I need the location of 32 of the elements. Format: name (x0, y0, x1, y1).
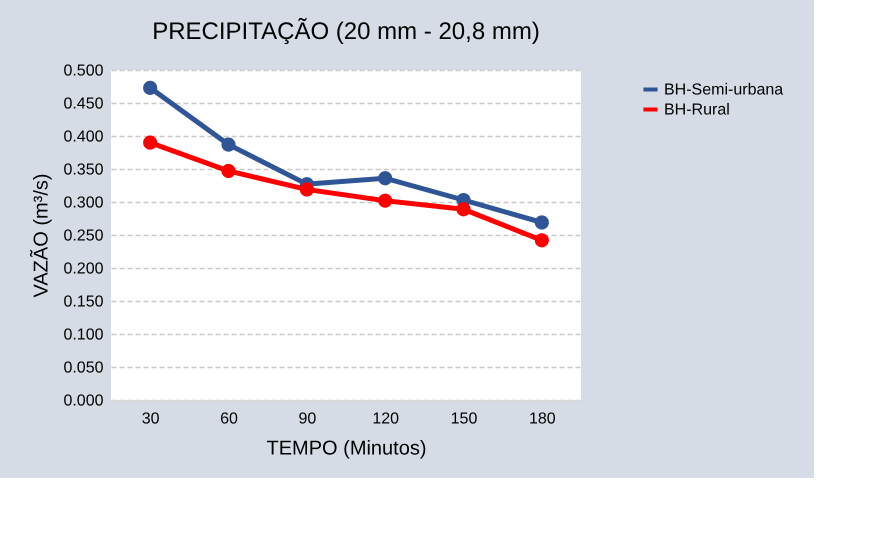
y-tick-label: 0.350 (63, 162, 104, 178)
point (456, 202, 471, 216)
x-tick-label: 60 (220, 410, 238, 428)
point (300, 182, 314, 197)
x-axis-title: TEMPO (Minutos) (266, 438, 427, 460)
y-tick-label: 0.300 (63, 194, 104, 212)
point (534, 233, 549, 248)
legend-label: BH-Semi-urbana (664, 82, 784, 98)
point (143, 80, 158, 95)
x-tick-label: 180 (528, 410, 556, 428)
point (143, 136, 158, 150)
point (534, 215, 549, 230)
x-tick-label: 30 (142, 410, 160, 428)
y-tick-label: 0.400 (63, 128, 104, 146)
y-tick-label: 0.200 (63, 260, 104, 278)
point (378, 194, 392, 208)
point (378, 171, 392, 186)
y-tick-label: 0.050 (63, 360, 104, 376)
y-tick-label: 0.100 (63, 326, 104, 344)
chart-title: PRECIPITAÇÃO (20 mm - 20,8 mm) (152, 17, 540, 45)
x-tick-label: 120 (372, 410, 400, 428)
x-tick-label: 90 (298, 410, 316, 428)
y-tick-label: 0.000 (63, 392, 104, 410)
legend-label: BH-Rural (664, 102, 730, 118)
y-tick-label: 0.150 (63, 294, 104, 310)
x-tick-label: 150 (450, 410, 478, 428)
y-tick-label: 0.500 (63, 62, 104, 80)
y-tick-label: 0.250 (63, 228, 104, 244)
y-tick-label: 0.450 (63, 96, 104, 112)
point (221, 164, 236, 178)
point (221, 138, 236, 152)
y-axis-title: VAZÃO (m³/s) (29, 173, 52, 298)
